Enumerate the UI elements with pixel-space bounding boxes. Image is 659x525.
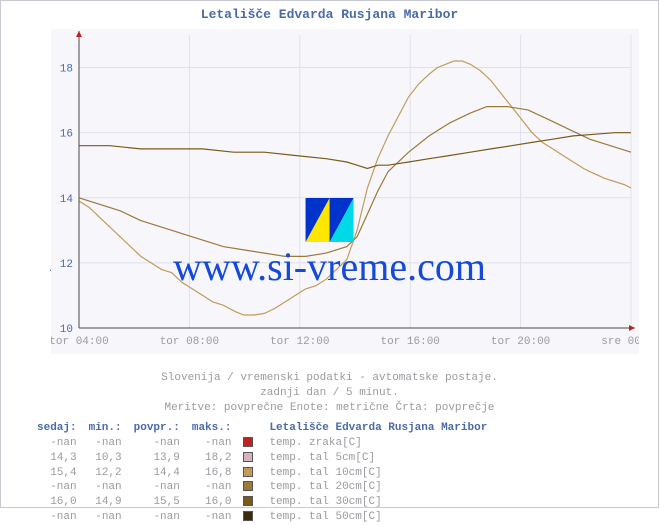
svg-text:16: 16 [60,129,73,141]
stat-sedaj: -nan [31,480,83,495]
legend-label: temp. tal 50cm[C] [263,510,493,525]
stat-povpr: -nan [128,480,186,495]
svg-text:tor 12:00: tor 12:00 [270,336,329,348]
stat-maks: -nan [186,436,238,451]
stat-maks: -nan [186,480,238,495]
stat-min: 10,3 [83,451,128,466]
svg-text:tor 04:00: tor 04:00 [51,336,109,348]
legend-swatch [237,451,263,466]
svg-text:18: 18 [60,64,73,76]
legend-swatch [237,510,263,525]
stat-sedaj: -nan [31,436,83,451]
stat-maks: 18,2 [186,451,238,466]
svg-text:14: 14 [60,194,74,206]
caption-line: zadnji dan / 5 minut. [1,386,658,401]
stat-povpr: 14,4 [128,466,186,481]
stat-maks: -nan [186,510,238,525]
caption-line: Meritve: povprečne Enote: metrične Črta:… [1,401,658,416]
chart-title: Letališče Edvarda Rusjana Maribor [1,7,658,22]
legend-swatch [237,466,263,481]
stat-povpr: 13,9 [128,451,186,466]
legend-swatch [237,480,263,495]
caption-line: Slovenija / vremenski podatki - avtomats… [1,371,658,386]
svg-text:10: 10 [60,324,73,336]
legend-title: Letališče Edvarda Rusjana Maribor [263,421,493,436]
stat-sedaj: 15,4 [31,466,83,481]
stat-min: -nan [83,510,128,525]
stat-povpr: -nan [128,510,186,525]
svg-text:tor 08:00: tor 08:00 [160,336,219,348]
legend-swatch [237,436,263,451]
legend-table: sedaj:min.:povpr.:maks.: Letališče Edvard… [31,421,493,525]
plot-area: 10 12 14 16 18 tor 04:00 tor 08:00 tor 12:00 tor… [51,29,639,354]
stats-header: sedaj: [31,421,83,436]
legend-label: temp. tal 20cm[C] [263,480,493,495]
stat-sedaj: -nan [31,510,83,525]
chart-frame: Letališče Edvarda Rusjana Maribor www.si… [0,0,659,508]
stat-min: -nan [83,436,128,451]
stat-sedaj: 14,3 [31,451,83,466]
stats-header: povpr.: [128,421,186,436]
stat-min: 12,2 [83,466,128,481]
stat-maks: 16,8 [186,466,238,481]
legend-label: temp. tal 5cm[C] [263,451,493,466]
stat-min: -nan [83,480,128,495]
legend-label: temp. tal 10cm[C] [263,466,493,481]
svg-text:sre 00:00: sre 00:00 [601,336,639,348]
svg-text:tor 16:00: tor 16:00 [380,336,439,348]
stat-povpr: -nan [128,436,186,451]
svg-text:12: 12 [60,259,73,271]
caption-block: Slovenija / vremenski podatki - avtomats… [1,371,658,416]
stats-header: min.: [83,421,128,436]
stats-header: maks.: [186,421,238,436]
svg-text:tor 20:00: tor 20:00 [491,336,550,348]
plot-svg: 10 12 14 16 18 tor 04:00 tor 08:00 tor 12:00 tor… [51,29,639,354]
legend-label: temp. zraka[C] [263,436,493,451]
